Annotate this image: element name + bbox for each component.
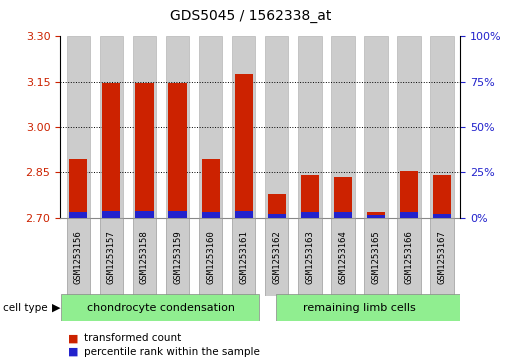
Bar	[100, 36, 123, 218]
Bar	[66, 218, 90, 296]
Bar	[135, 83, 154, 218]
Bar	[331, 36, 355, 218]
Bar	[331, 218, 355, 296]
Bar	[69, 159, 87, 218]
Bar	[430, 218, 454, 296]
Bar	[135, 211, 154, 218]
Bar	[199, 36, 222, 218]
Bar	[133, 218, 156, 296]
Text: GSM1253167: GSM1253167	[438, 230, 447, 284]
Text: GSM1253159: GSM1253159	[173, 230, 182, 284]
Bar	[298, 218, 322, 296]
Text: GSM1253160: GSM1253160	[206, 230, 215, 284]
Bar	[235, 211, 253, 218]
Bar	[103, 83, 120, 218]
Text: GSM1253162: GSM1253162	[272, 230, 281, 284]
Text: GSM1253165: GSM1253165	[371, 230, 380, 284]
Text: chondrocyte condensation: chondrocyte condensation	[87, 303, 235, 313]
Bar	[201, 212, 220, 218]
Text: GSM1253156: GSM1253156	[74, 230, 83, 284]
Bar	[367, 212, 385, 218]
Text: remaining limb cells: remaining limb cells	[303, 303, 416, 313]
Text: GSM1253158: GSM1253158	[140, 230, 149, 284]
Bar	[133, 36, 156, 218]
Bar	[201, 159, 220, 218]
Bar	[367, 215, 385, 218]
Text: GSM1253157: GSM1253157	[107, 230, 116, 284]
Bar	[301, 212, 319, 218]
Text: ■: ■	[68, 333, 78, 343]
Bar	[298, 36, 322, 218]
Bar	[66, 36, 90, 218]
Bar	[168, 211, 187, 218]
Bar	[166, 36, 189, 218]
Text: GSM1253164: GSM1253164	[338, 230, 347, 284]
Text: percentile rank within the sample: percentile rank within the sample	[84, 347, 259, 357]
Text: cell type: cell type	[3, 303, 47, 313]
Bar	[433, 175, 451, 218]
Bar	[103, 211, 120, 218]
Bar	[199, 218, 222, 296]
Bar	[276, 294, 493, 321]
Bar	[232, 218, 255, 296]
Bar	[265, 218, 289, 296]
Text: GSM1253163: GSM1253163	[305, 230, 314, 284]
Bar	[430, 36, 454, 218]
Bar	[268, 214, 286, 218]
Bar	[265, 36, 289, 218]
Text: ▶: ▶	[52, 303, 61, 313]
Bar	[61, 294, 258, 321]
Bar	[433, 214, 451, 218]
Bar	[334, 177, 352, 218]
Bar	[69, 212, 87, 218]
Bar	[364, 218, 388, 296]
Bar	[334, 212, 352, 218]
Text: ■: ■	[68, 347, 78, 357]
Bar	[400, 171, 418, 218]
Bar	[397, 218, 420, 296]
Text: GSM1253166: GSM1253166	[404, 230, 414, 284]
Bar	[364, 36, 388, 218]
Bar	[168, 82, 187, 218]
Bar	[235, 74, 253, 218]
Bar	[232, 36, 255, 218]
Bar	[166, 218, 189, 296]
Bar	[301, 175, 319, 218]
Bar	[268, 193, 286, 218]
Text: GSM1253161: GSM1253161	[239, 230, 248, 284]
Bar	[100, 218, 123, 296]
Bar	[397, 36, 420, 218]
Text: transformed count: transformed count	[84, 333, 181, 343]
Bar	[400, 212, 418, 218]
Text: GDS5045 / 1562338_at: GDS5045 / 1562338_at	[170, 9, 332, 23]
